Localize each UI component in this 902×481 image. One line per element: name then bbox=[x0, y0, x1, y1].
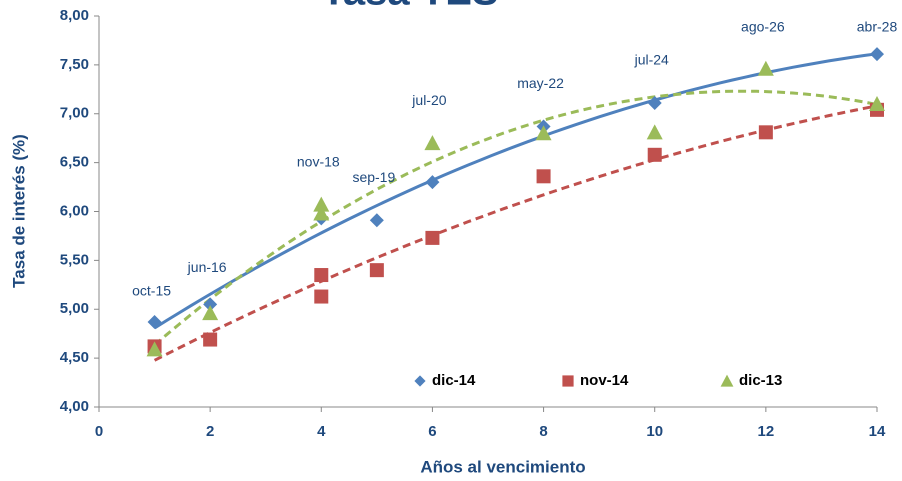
annotation: jul-24 bbox=[634, 52, 669, 68]
legend-label: nov-14 bbox=[580, 372, 629, 389]
point bbox=[314, 268, 329, 283]
annotation: nov-18 bbox=[297, 153, 340, 169]
annotation: jun-16 bbox=[187, 259, 227, 275]
legend-marker bbox=[414, 375, 426, 387]
point bbox=[757, 60, 774, 76]
annotation: ago-26 bbox=[741, 19, 785, 35]
point bbox=[869, 95, 885, 111]
legend-label: dic-14 bbox=[432, 372, 476, 389]
x-axis-label: Años al vencimiento bbox=[420, 457, 585, 476]
x-tick-label: 4 bbox=[317, 423, 326, 440]
point bbox=[203, 297, 218, 312]
x-tick-label: 2 bbox=[206, 423, 214, 440]
annotation: abr-28 bbox=[857, 19, 898, 35]
x-tick-label: 0 bbox=[95, 423, 103, 440]
point bbox=[535, 125, 552, 141]
point bbox=[425, 230, 440, 245]
legend-marker bbox=[562, 375, 574, 387]
y-axis-label: Tasa de interés (%) bbox=[9, 134, 28, 288]
point bbox=[146, 341, 163, 357]
x-tick-label: 12 bbox=[758, 423, 775, 440]
y-tick-label: 6,50 bbox=[60, 154, 89, 171]
point bbox=[870, 47, 884, 62]
point bbox=[202, 305, 219, 321]
trendline bbox=[153, 89, 878, 347]
y-tick-label: 6,00 bbox=[60, 202, 89, 219]
y-tick-label: 4,50 bbox=[60, 349, 89, 366]
x-tick-label: 14 bbox=[869, 423, 886, 440]
y-tick-label: 7,00 bbox=[60, 105, 89, 122]
point bbox=[536, 169, 551, 184]
trendline bbox=[153, 52, 878, 330]
point bbox=[425, 175, 440, 190]
point bbox=[203, 332, 218, 347]
legend-marker bbox=[720, 374, 734, 387]
x-tick-label: 8 bbox=[539, 423, 547, 440]
point bbox=[369, 213, 384, 228]
point bbox=[647, 95, 662, 110]
annotation: may-22 bbox=[517, 75, 564, 91]
y-tick-label: 8,00 bbox=[60, 7, 89, 24]
trendline bbox=[153, 104, 878, 362]
point bbox=[647, 147, 662, 162]
annotation: sep-19 bbox=[352, 169, 395, 185]
annotation: jul-20 bbox=[411, 92, 446, 108]
y-tick-label: 5,00 bbox=[60, 300, 89, 317]
y-tick-label: 5,50 bbox=[60, 251, 89, 268]
point bbox=[314, 289, 329, 304]
x-tick-label: 6 bbox=[428, 423, 436, 440]
y-tick-label: 4,00 bbox=[60, 398, 89, 415]
chart-title: Tasa TES bbox=[321, 0, 498, 14]
point bbox=[147, 314, 162, 329]
legend-label: dic-13 bbox=[739, 372, 782, 389]
annotation: oct-15 bbox=[132, 283, 171, 299]
point bbox=[646, 124, 663, 140]
x-tick-label: 10 bbox=[646, 423, 663, 440]
point bbox=[313, 205, 330, 221]
point bbox=[313, 196, 330, 212]
point bbox=[424, 135, 441, 151]
y-tick-label: 7,50 bbox=[60, 56, 89, 73]
point bbox=[758, 125, 773, 140]
point bbox=[369, 263, 384, 278]
